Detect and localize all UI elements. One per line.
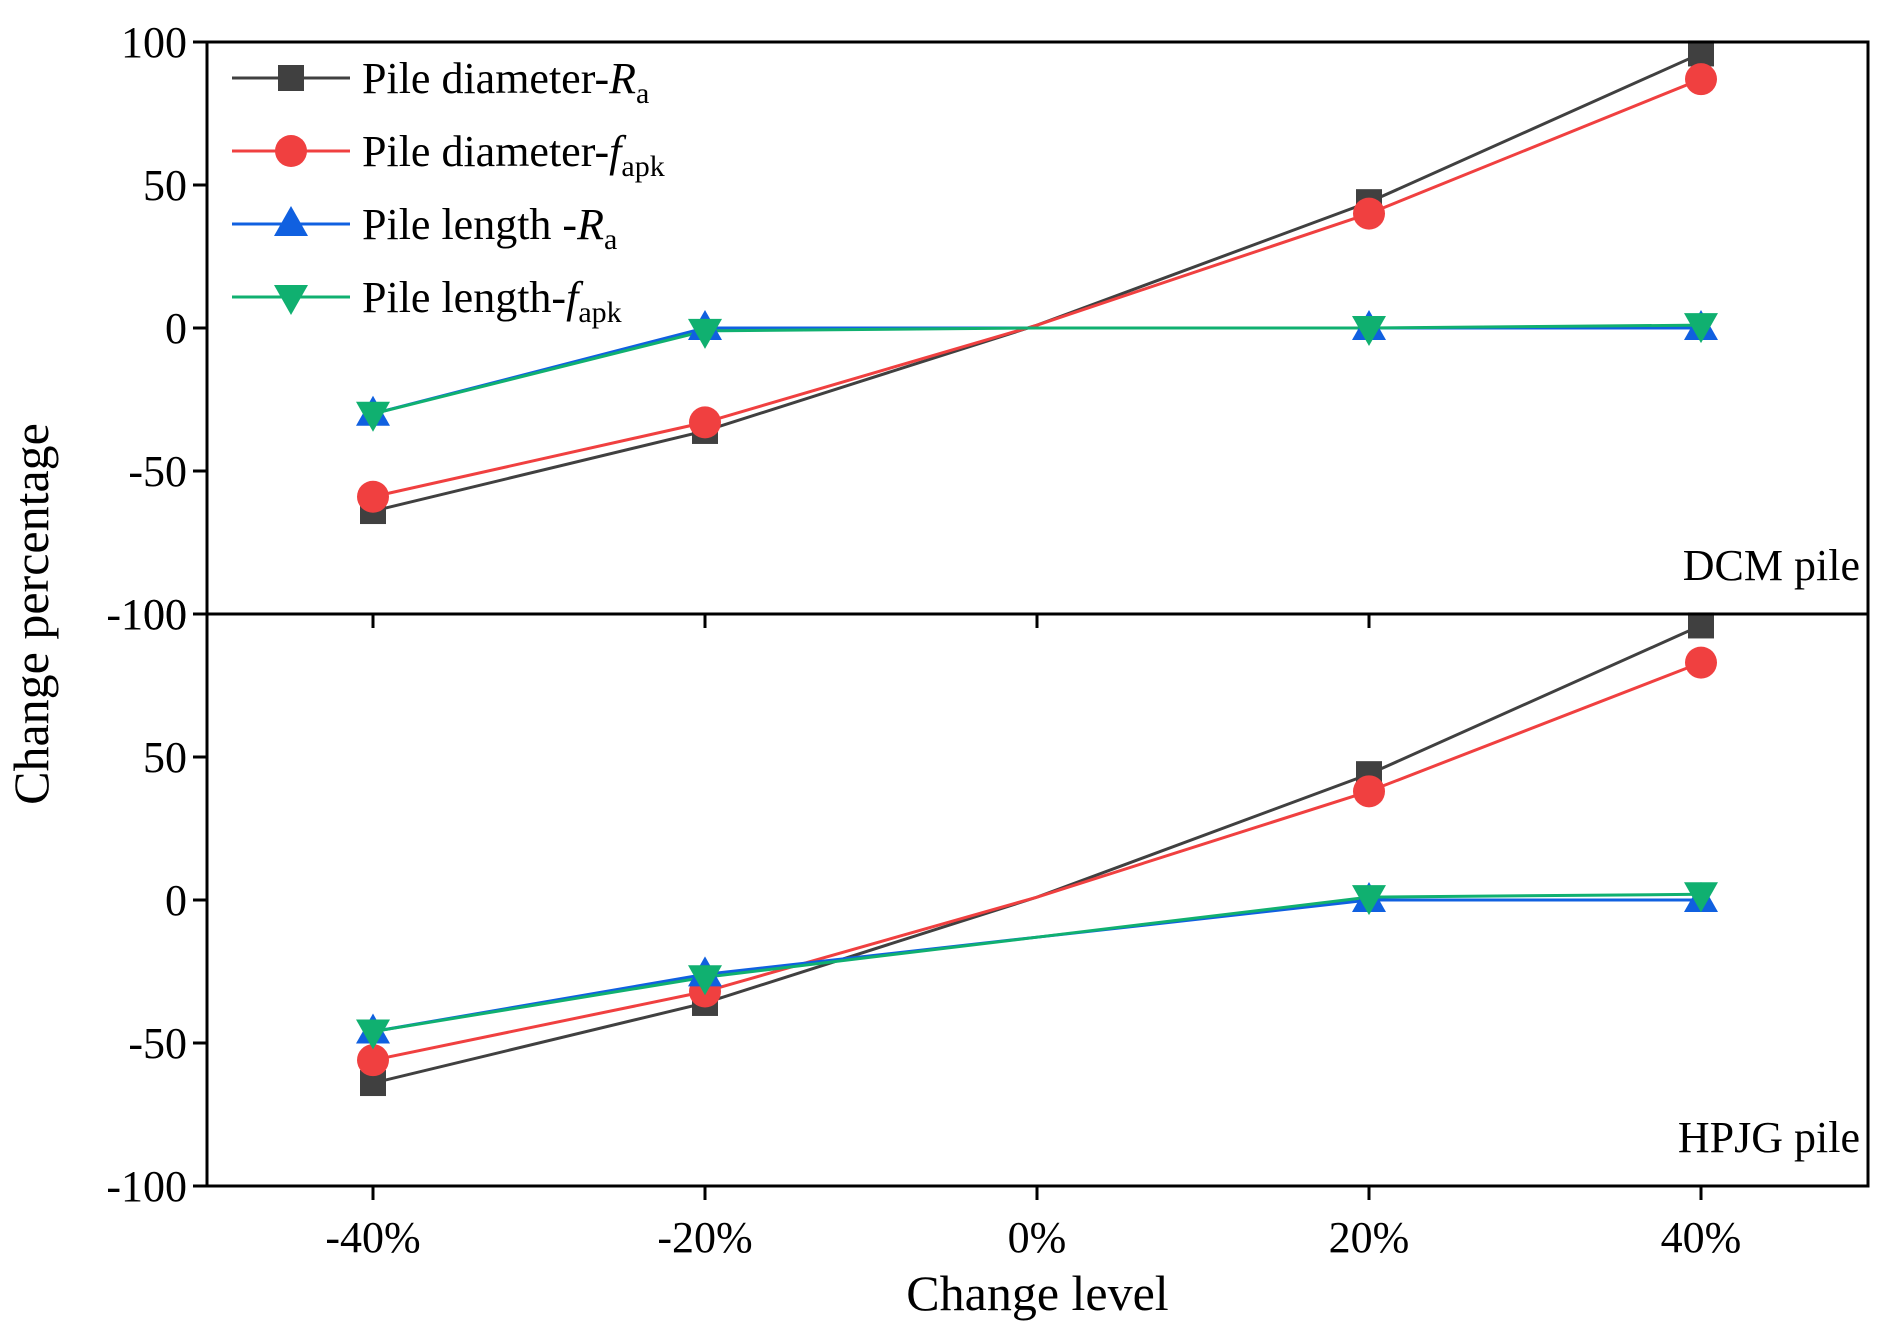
data-point-pdFapk-0 xyxy=(357,1044,389,1077)
data-point-plFapk-0 xyxy=(356,1019,390,1050)
series-line-plRa xyxy=(372,326,1701,416)
legend-label-plRa: Pile length -Ra xyxy=(362,200,617,256)
data-point-plFapk-3 xyxy=(1352,316,1386,346)
y-tick-label: -100 xyxy=(106,1162,187,1211)
data-point-plFapk-1 xyxy=(688,318,722,349)
data-point-pdFapk-1 xyxy=(689,406,721,439)
legend-label-plFapk: Pile length-fapk xyxy=(362,273,622,329)
y-tick-label: 100 xyxy=(121,18,187,67)
data-point-pdFapk-0 xyxy=(357,480,389,513)
legend-label-pdRa: Pile diameter-Ra xyxy=(362,54,649,110)
data-point-plFapk-1 xyxy=(688,965,722,996)
panel-label: HPJG pile xyxy=(1678,1113,1860,1162)
legend: Pile diameter-Ra Pile diameter-fapk Pile l… xyxy=(232,54,665,329)
legend-marker-pdFapk xyxy=(275,135,307,167)
series-line-pdRa xyxy=(372,624,1702,1085)
data-point-pdFapk-4 xyxy=(1685,646,1717,679)
panel-bottom: -100 -50 0 50 100 HPJG pile xyxy=(106,590,1870,1211)
legend-marker-plFapk xyxy=(274,285,308,315)
x-tick-label: 20% xyxy=(1329,1213,1410,1262)
y-tick-label: -50 xyxy=(128,1019,187,1068)
data-point-pdRa-4 xyxy=(1688,612,1714,639)
data-point-pdFapk-4 xyxy=(1685,63,1717,96)
data-point-plFapk-4 xyxy=(1684,882,1718,913)
series-line-plRa xyxy=(372,898,1701,1034)
panel-top: -100 -50 0 50 100 DCM pile xyxy=(106,18,1870,639)
panel-label: DCM pile xyxy=(1683,541,1860,590)
series-line-pdFapk xyxy=(372,77,1702,499)
series-line-pdFapk xyxy=(372,661,1702,1062)
y-tick-label: 50 xyxy=(143,161,187,210)
y-tick-label: 0 xyxy=(165,304,187,353)
x-axis-title: Change level xyxy=(906,1265,1168,1321)
x-tick-label: -40% xyxy=(325,1213,420,1262)
y-tick-label: 100 xyxy=(121,590,187,639)
data-point-plFapk-0 xyxy=(356,401,390,432)
data-point-pdFapk-3 xyxy=(1353,775,1385,808)
data-point-pdFapk-3 xyxy=(1353,197,1385,230)
y-tick-label: 0 xyxy=(165,876,187,925)
data-point-plFapk-3 xyxy=(1352,885,1386,916)
x-tick-label: 40% xyxy=(1661,1213,1742,1262)
legend-label-pdFapk: Pile diameter-fapk xyxy=(362,127,665,183)
y-tick-label: -100 xyxy=(106,590,187,639)
x-tick-label: 0% xyxy=(1008,1213,1067,1262)
legend-marker-plRa xyxy=(274,206,308,236)
legend-marker-pdRa xyxy=(278,65,304,91)
y-axis-title: Change percentage xyxy=(3,423,59,805)
y-tick-label: -50 xyxy=(128,447,187,496)
x-tick-label: -20% xyxy=(657,1213,752,1262)
data-point-plFapk-4 xyxy=(1684,313,1718,344)
series-line-plFapk xyxy=(372,892,1702,1034)
y-tick-label: 50 xyxy=(143,733,187,782)
series-line-plFapk xyxy=(372,323,1702,416)
data-point-pdRa-4 xyxy=(1688,40,1714,67)
